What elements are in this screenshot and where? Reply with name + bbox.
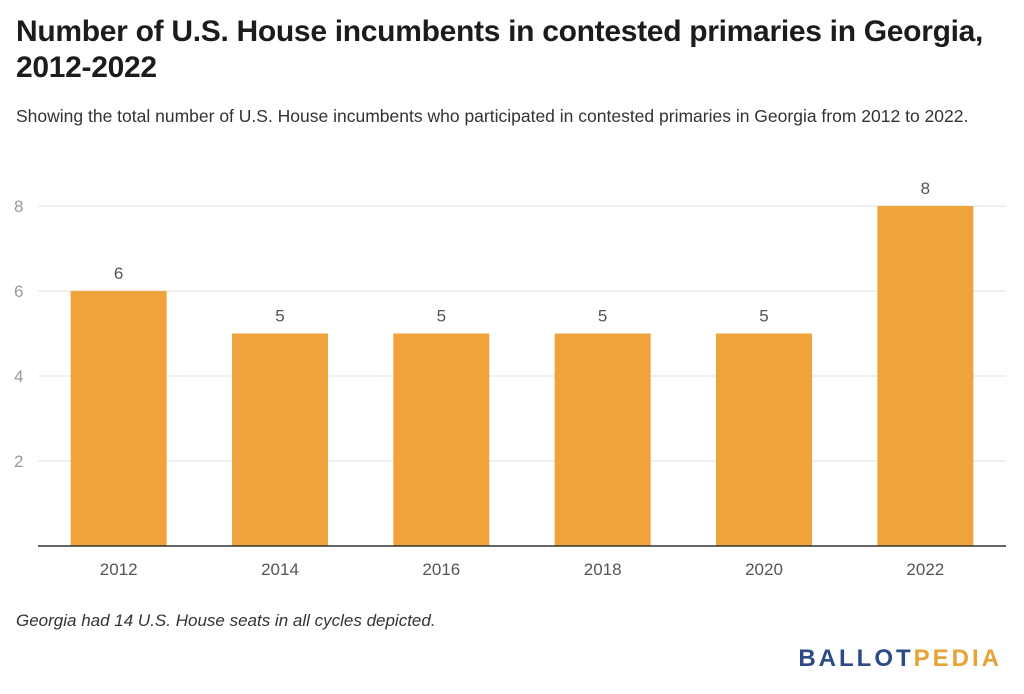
logo-text-pedia: PEDIA	[913, 645, 1002, 672]
x-tick-label: 2022	[906, 560, 944, 579]
bar	[554, 333, 651, 546]
chart-subtitle: Showing the total number of U.S. House i…	[16, 106, 969, 126]
bar	[232, 333, 328, 546]
y-tick-label: 4	[14, 367, 23, 386]
ballotpedia-logo: BALLOTPEDIA	[798, 645, 1002, 673]
data-label: 6	[114, 264, 123, 283]
data-label: 5	[598, 307, 607, 326]
y-tick-label: 6	[14, 282, 23, 301]
bar	[393, 333, 490, 546]
x-tick-label: 2014	[261, 560, 299, 579]
data-label: 5	[275, 307, 284, 326]
logo-text-ballot: BALLOT	[798, 645, 914, 672]
x-tick-label: 2020	[745, 560, 783, 579]
data-label: 5	[759, 307, 768, 326]
bar	[716, 333, 812, 546]
chart-title: Number of U.S. House incumbents in conte…	[16, 15, 984, 84]
data-label: 8	[921, 179, 930, 198]
bar	[877, 206, 974, 546]
y-tick-label: 8	[14, 197, 23, 216]
bar-chart: 2 4 6 8 6 2012 5 2014 5 2016 5 2018 5 2020 8 2022	[14, 179, 1006, 579]
footnote: Georgia had 14 U.S. House seats in all c…	[16, 611, 436, 630]
y-tick-label: 2	[14, 452, 23, 471]
x-tick-label: 2018	[584, 560, 622, 579]
x-tick-label: 2012	[100, 560, 138, 579]
bar	[70, 291, 167, 546]
x-tick-label: 2016	[422, 560, 460, 579]
data-label: 5	[437, 307, 446, 326]
